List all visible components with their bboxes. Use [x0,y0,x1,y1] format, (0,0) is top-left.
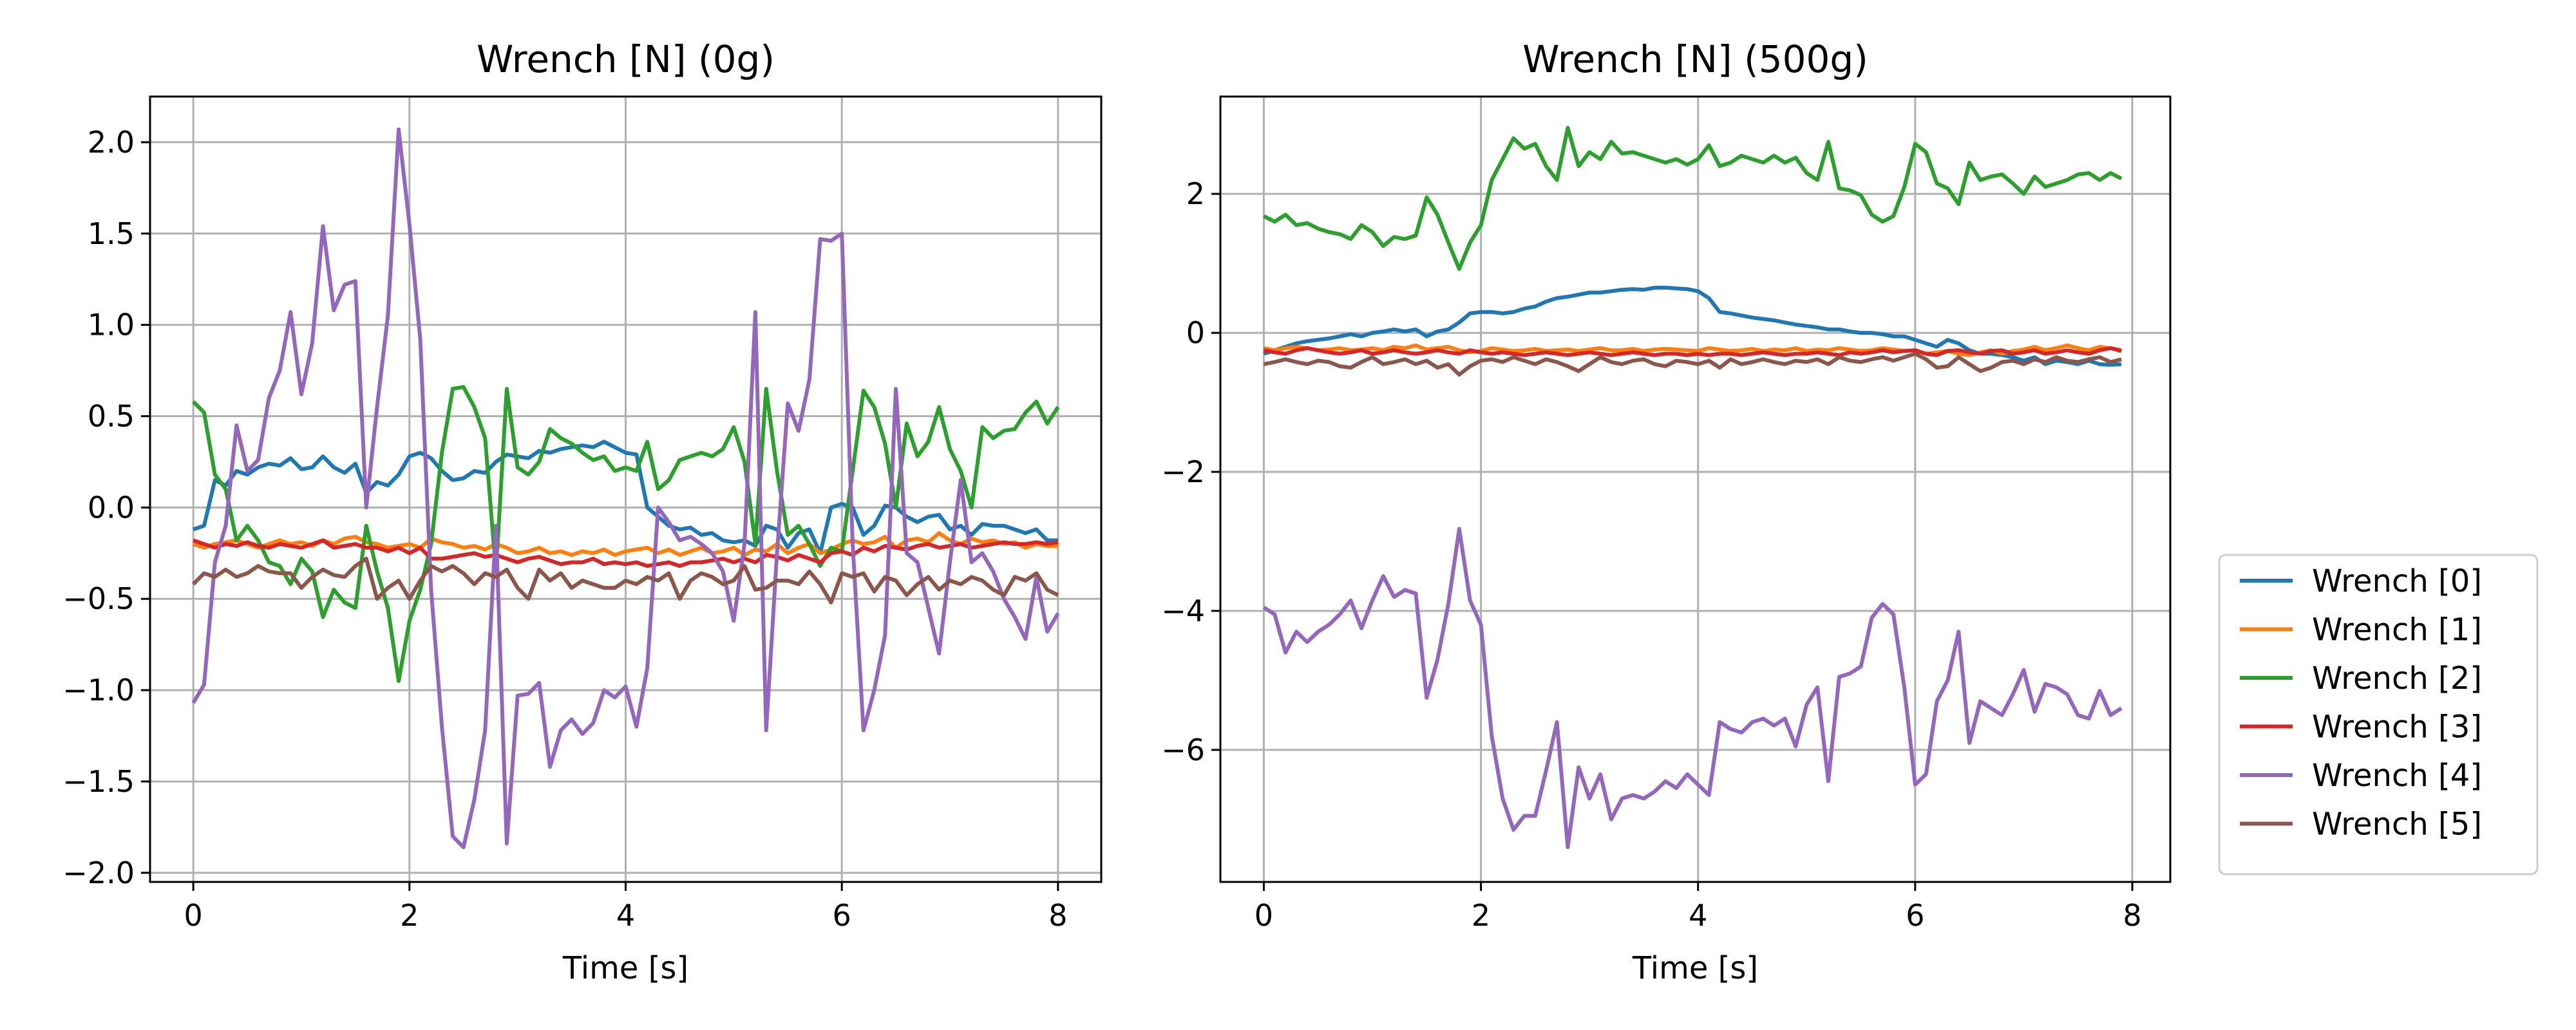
plot-0-series-wrench-2-line [191,385,1060,683]
legend-entries: Wrench [0] Wrench [1] Wrench [2] Wrench [3]… [2240,563,2482,843]
plot-0-ticks: 0 2 4 6 8 −2.0 −1.5 −1.0 −0.5 0.0 0.5 1.0 1.5 2.0 [62,125,1067,933]
plot-0-series-wrench-3-line [193,538,1059,568]
plot-0-frame [149,95,1103,883]
plot-0-series-wrench-1-line [193,531,1058,557]
plot-0-y-tick-label: −2.0 [62,856,135,890]
plot-0-x-tick-label: 6 [833,898,851,933]
plot-0-x-tick-label: 0 [184,898,202,933]
plot-1-y-tick-label: −2 [1161,454,1205,489]
legend-label-wrench-5: Wrench [5] [2312,807,2482,843]
plot-1-ticks: 0 2 4 6 8 −6 −4 −2 0 2 [1161,176,2141,933]
legend-label-wrench-3: Wrench [3] [2312,709,2482,745]
legend-label-wrench-0: Wrench [0] [2312,563,2482,599]
plot-0-x-tick-label: 4 [616,898,635,933]
plot-1-frame [1219,95,2172,883]
plot-1-series-wrench-5-line [1263,351,2122,377]
plot-1-y-tick-label: 2 [1186,176,1205,211]
plot-1-y-tick-label: −6 [1161,733,1205,767]
plot-1-x-tick-label: 0 [1255,898,1273,933]
plot-1-title: Wrench [N] (500g) [1522,37,1868,81]
legend-label-wrench-4: Wrench [4] [2312,758,2482,794]
legend-label-wrench-2: Wrench [2] [2312,660,2482,697]
plot-0-x-axis-label: Time [s] [562,950,688,986]
plot-1-series-wrench-4-line [1262,527,2123,849]
plot-0-y-tick-label: 1.5 [88,216,135,251]
plot-1-x-axis-label: Time [s] [1632,950,1758,986]
legend-box [2218,554,2539,876]
plot-0-series-wrench-0-line [193,440,1058,556]
plot-1-x-tick-label: 8 [2123,898,2141,933]
plot-1-series [1262,126,2123,849]
plot-0-x-tick-label: 8 [1048,898,1067,933]
plot-0-series [191,127,1060,850]
plot-wrench-0g: Wrench [N] (0g) 0 2 4 6 8 −2.0 −1.5 −1.0 −0.5 0.0… [62,37,1103,986]
plot-0-y-tick-label: 2.0 [88,125,135,160]
plot-0-y-tick-label: −1.5 [62,764,135,799]
plot-0-series-wrench-5-line [191,556,1059,604]
plot-1-series-wrench-2-line [1263,126,2123,271]
plot-0-x-tick-label: 2 [400,898,419,933]
plot-0-y-tick-label: 0.0 [88,490,135,525]
plot-0-series-wrench-4-line [191,127,1060,850]
plot-1-y-tick-label: −4 [1161,594,1205,628]
plot-0-y-tick-label: −1.0 [62,673,135,707]
plot-1-x-tick-label: 4 [1689,898,1707,933]
plot-1-series-wrench-3-line [1263,346,2122,357]
legend-label-wrench-1: Wrench [1] [2312,612,2482,648]
plot-0-y-tick-label: 0.5 [88,399,135,434]
plot-1-x-tick-label: 2 [1472,898,1490,933]
plot-0-title: Wrench [N] (0g) [477,37,775,81]
plot-0-y-tick-label: −0.5 [62,581,135,616]
plot-wrench-500g: Wrench [N] (500g) 0 2 4 6 8 −6 −4 −2 0 2 Time [s] [1161,37,2172,986]
legend: Wrench [0] Wrench [1] Wrench [2] Wrench [3]… [2218,554,2539,876]
plot-0-y-tick-label: 1.0 [88,308,135,342]
plot-1-x-tick-label: 6 [1906,898,1924,933]
plot-1-y-tick-label: 0 [1186,315,1205,350]
